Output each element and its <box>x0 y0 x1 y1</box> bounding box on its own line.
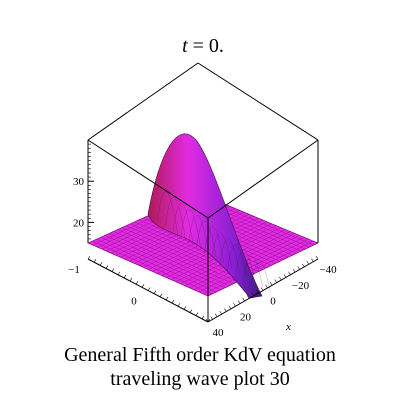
x-minor-tick <box>210 316 213 320</box>
plot-title: t = 0. <box>182 35 224 57</box>
y-minor-tick <box>195 312 199 316</box>
y-minor-tick <box>105 265 109 269</box>
x-minor-tick <box>297 266 300 270</box>
z-tick-label: 30 <box>73 176 85 188</box>
x-minor-tick <box>242 297 245 302</box>
surface-grid-line <box>203 240 314 295</box>
x-minor-tick <box>233 303 236 307</box>
box-back-edges <box>87 62 319 243</box>
hump-mesh-line <box>250 261 271 292</box>
x-minor-tick <box>269 282 273 286</box>
box-front-edges <box>87 139 319 322</box>
x-tick-label: −20 <box>292 280 310 292</box>
surface-grid-line <box>194 237 305 291</box>
x-tick-label: 0 <box>270 296 276 308</box>
y-minor-tick <box>177 303 181 307</box>
y-minor-tick <box>135 281 139 285</box>
x-minor-tick <box>224 308 227 312</box>
x-minor-tick <box>251 292 255 296</box>
x-minor-tick <box>315 255 319 260</box>
box-edge <box>87 139 209 219</box>
box-edge <box>197 62 319 141</box>
box-edge <box>87 62 199 141</box>
hump-mesh-line <box>234 250 256 282</box>
x-minor-tick <box>265 284 268 289</box>
y-minor-tick <box>123 274 127 279</box>
z-tick-label: 20 <box>73 217 85 229</box>
x-tick-label: −40 <box>319 264 337 276</box>
x-minor-tick <box>205 318 209 323</box>
x-minor-tick <box>260 287 264 291</box>
x-minor-tick <box>311 258 314 262</box>
y-minor-tick <box>159 293 163 297</box>
y-minor-tick <box>171 299 175 304</box>
y-minor-tick <box>165 296 169 301</box>
x-axis: −40 −20 0 20 40 <box>205 255 337 339</box>
y-minor-tick <box>189 309 193 313</box>
x-tick-label: 20 <box>240 311 252 323</box>
x-minor-tick <box>274 279 277 283</box>
y-minor-tick <box>117 271 121 275</box>
y-minor-tick <box>87 255 91 260</box>
y-minor-tick <box>111 268 115 272</box>
x-minor-tick <box>219 310 222 315</box>
y-minor-tick <box>93 258 97 263</box>
y-minor-tick <box>99 262 103 266</box>
y-axis: −1 0 <box>68 255 211 323</box>
hump-mesh-line <box>211 232 232 268</box>
hump-mesh-line <box>242 256 263 287</box>
z-axis: 30 20 <box>73 143 94 240</box>
x-tick-label: 40 <box>213 327 225 339</box>
box-edge <box>207 139 319 219</box>
x-minor-tick <box>256 289 259 294</box>
x-axis-label: x <box>285 321 291 333</box>
x-minor-tick <box>306 261 310 265</box>
y-tick-label: −1 <box>68 264 80 276</box>
hump-mesh-line <box>203 226 225 264</box>
y-minor-tick <box>201 315 205 320</box>
surface <box>87 133 319 299</box>
x-minor-tick <box>237 300 241 304</box>
y-minor-tick <box>147 287 151 291</box>
caption-line-2: traveling wave plot 30 <box>110 368 290 390</box>
title-value: = 0. <box>188 35 224 57</box>
x-minor-tick <box>228 305 232 310</box>
y-minor-tick <box>153 290 157 294</box>
y-minor-tick <box>183 306 187 310</box>
hump-mesh-line <box>226 244 248 278</box>
title-variable: t <box>182 35 188 57</box>
y-minor-tick <box>129 277 133 282</box>
x-minor-tick <box>288 271 291 275</box>
hump-mesh-line <box>196 220 217 259</box>
x-minor-tick <box>279 276 282 281</box>
hump-mesh-line <box>219 238 240 273</box>
caption-line-1: General Fifth order KdV equation <box>64 344 336 366</box>
x-minor-tick <box>302 263 305 268</box>
x-minor-tick <box>283 274 287 278</box>
surface-grid-line <box>198 238 309 293</box>
y-minor-tick <box>141 284 145 288</box>
x-minor-tick <box>247 295 250 299</box>
y-tick-label: 0 <box>131 296 137 308</box>
x-minor-tick <box>214 313 218 317</box>
x-minor-tick <box>292 268 296 273</box>
